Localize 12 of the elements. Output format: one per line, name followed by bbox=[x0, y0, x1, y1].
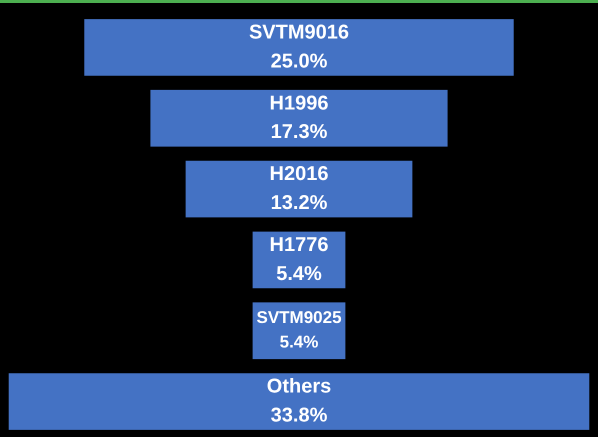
category-label: H1996 bbox=[270, 92, 328, 114]
category-label: Others bbox=[266, 376, 332, 398]
category-label: SVTM9016 bbox=[248, 22, 350, 44]
category-label: SVTM9025 bbox=[256, 308, 342, 328]
category-label: H1776 bbox=[270, 234, 328, 256]
data-label: 25.0% bbox=[270, 50, 328, 72]
data-label: 33.8% bbox=[270, 404, 328, 426]
data-label: 13.2% bbox=[270, 192, 328, 214]
data-label: 5.4% bbox=[276, 262, 322, 285]
category-label: H2016 bbox=[270, 163, 328, 186]
data-label: 5.4% bbox=[280, 332, 318, 352]
data-label: 17.3% bbox=[270, 121, 328, 144]
